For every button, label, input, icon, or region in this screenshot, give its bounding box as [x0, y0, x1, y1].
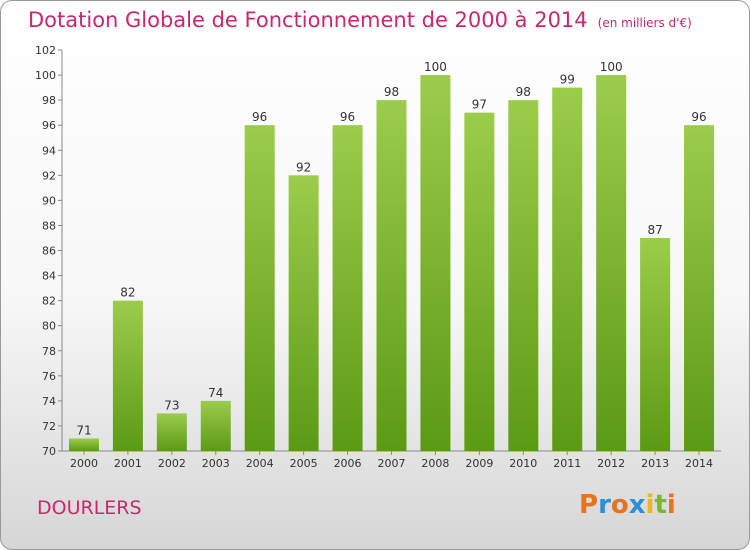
- axes: 70 72 74 76 78 80 82 84 86 88 90 92 94 96 98 100 102 2000…: [35, 44, 721, 470]
- value-label-2010: 98: [516, 85, 531, 99]
- chart-title: Dotation Globale de Fonctionnement de 20…: [28, 8, 692, 32]
- value-labels: 71 82 73 74 96 92 96 98 100 97 98 99 100 87 96: [76, 60, 706, 437]
- y-tick-label: 80: [42, 320, 56, 333]
- bar-2003: [200, 400, 231, 451]
- y-tick-label: 102: [35, 44, 56, 57]
- x-tick-label-2009: 2009: [465, 457, 493, 470]
- x-tick-label-2008: 2008: [421, 457, 449, 470]
- logo-letter: x: [628, 490, 646, 520]
- x-tick-label-2006: 2006: [334, 457, 362, 470]
- logo-letter: r: [598, 490, 611, 520]
- y-tick-label: 92: [42, 169, 56, 182]
- y-tick-label: 86: [42, 245, 56, 258]
- x-tick-label-2011: 2011: [553, 457, 581, 470]
- value-label-2013: 87: [647, 223, 662, 237]
- x-tick-label-2002: 2002: [158, 457, 186, 470]
- y-tick-label: 100: [35, 69, 56, 82]
- bar-2013: [640, 237, 671, 451]
- x-tick-label-2000: 2000: [70, 457, 98, 470]
- y-tick-label: 94: [42, 144, 56, 157]
- value-label-2009: 97: [472, 98, 487, 112]
- logo-letter: i: [645, 490, 655, 520]
- value-label-2004: 96: [252, 110, 267, 124]
- logo-letter: i: [666, 490, 676, 520]
- y-tick-label: 88: [42, 219, 56, 232]
- bars: [68, 75, 715, 451]
- y-tick-label: 84: [42, 270, 56, 283]
- bar-2000: [68, 438, 99, 451]
- y-tick-label: 76: [42, 370, 56, 383]
- y-tick-label: 96: [42, 119, 56, 132]
- chart-title-text: Dotation Globale de Fonctionnement de 20…: [28, 8, 588, 32]
- x-tick-label-2010: 2010: [509, 457, 537, 470]
- y-tick-label: 70: [42, 445, 56, 458]
- y-tick-label: 74: [42, 395, 56, 408]
- chart-unit-label: (en milliers d'€): [597, 16, 692, 30]
- y-tick-label: 78: [42, 345, 56, 358]
- value-label-2012: 100: [600, 60, 623, 74]
- x-tick-label-2004: 2004: [246, 457, 274, 470]
- bar-2005: [288, 175, 319, 451]
- bar-2009: [464, 112, 495, 451]
- x-tick-label-2013: 2013: [641, 457, 669, 470]
- bar-2002: [156, 413, 187, 451]
- y-tick-label: 82: [42, 295, 56, 308]
- value-label-2000: 71: [76, 423, 91, 437]
- value-label-2002: 73: [164, 398, 179, 412]
- logo-letter: o: [610, 490, 629, 520]
- value-label-2005: 92: [296, 160, 311, 174]
- bar-2008: [420, 75, 451, 451]
- value-label-2003: 74: [208, 386, 223, 400]
- y-tick-label: 98: [42, 94, 56, 107]
- bar-2006: [332, 125, 363, 451]
- x-tick-label-2005: 2005: [290, 457, 318, 470]
- x-tick-label-2001: 2001: [114, 457, 142, 470]
- bar-2014: [684, 125, 715, 451]
- value-label-2007: 98: [384, 85, 399, 99]
- x-tick-label-2014: 2014: [685, 457, 713, 470]
- value-label-2014: 96: [691, 110, 706, 124]
- x-tick-label-2012: 2012: [597, 457, 625, 470]
- bar-2001: [112, 300, 143, 451]
- x-tick-label-2003: 2003: [202, 457, 230, 470]
- logo-letter: P: [579, 490, 599, 520]
- proxiti-logo: Proxiti: [579, 490, 676, 520]
- bar-2011: [552, 87, 583, 451]
- commune-name: DOURLERS: [37, 497, 142, 519]
- value-label-2006: 96: [340, 110, 355, 124]
- y-tick-label: 72: [42, 420, 56, 433]
- y-tick-label: 90: [42, 194, 56, 207]
- bar-2004: [244, 125, 275, 451]
- x-tick-label-2007: 2007: [378, 457, 406, 470]
- value-label-2008: 100: [424, 60, 447, 74]
- bar-2012: [596, 75, 627, 451]
- value-label-2001: 82: [120, 286, 135, 300]
- logo-letter: t: [654, 490, 667, 520]
- bar-2010: [508, 100, 539, 451]
- value-label-2011: 99: [560, 73, 575, 87]
- bar-2007: [376, 100, 407, 451]
